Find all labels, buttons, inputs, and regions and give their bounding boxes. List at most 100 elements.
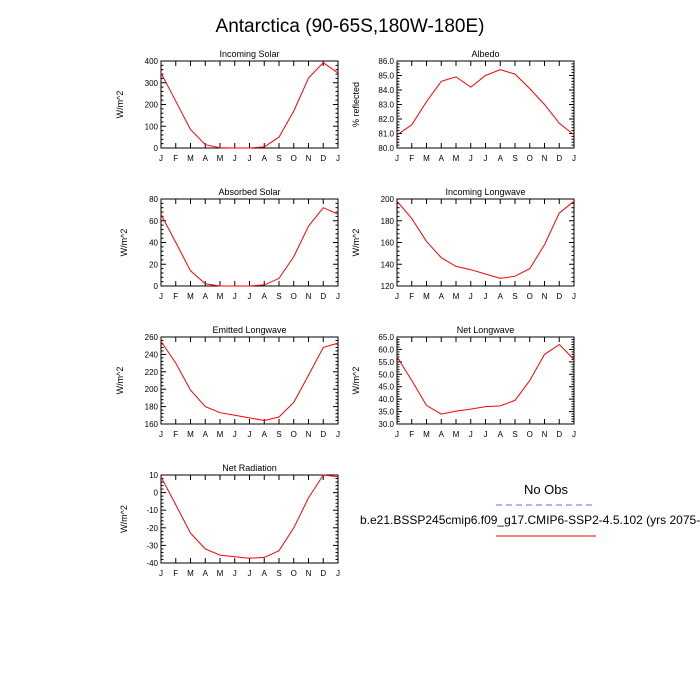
y-tick-label: 35.0 [378, 408, 394, 417]
x-tick-label: J [248, 292, 252, 301]
x-tick-label: A [498, 292, 504, 301]
plot-frame [396, 198, 575, 287]
y-axis-label: % reflected [351, 82, 361, 127]
x-tick-label: S [512, 430, 517, 439]
y-tick-label: 80.0 [378, 144, 394, 153]
x-tick-label: J [336, 292, 340, 301]
x-tick-label: J [336, 430, 340, 439]
series-line [160, 474, 339, 559]
x-tick-label: J [159, 154, 163, 163]
x-tick-label: A [262, 569, 268, 578]
x-tick-label: S [276, 569, 281, 578]
y-tick-label: 260 [145, 333, 159, 342]
x-tick-label: O [527, 292, 533, 301]
y-axis-label: W/m^2 [115, 367, 125, 395]
x-tick-label: F [173, 430, 178, 439]
series-line [396, 200, 575, 279]
x-tick-label: N [542, 430, 548, 439]
y-axis-label: W/m^2 [119, 229, 129, 257]
y-tick-label: 85.0 [378, 72, 394, 81]
x-tick-label: N [306, 292, 312, 301]
x-tick-label: M [217, 154, 224, 163]
x-tick-label: A [439, 430, 445, 439]
x-tick-label: M [187, 569, 194, 578]
x-tick-label: N [306, 154, 312, 163]
series-line [160, 62, 339, 149]
plot-frame [160, 198, 339, 287]
x-tick-label: A [262, 154, 268, 163]
y-tick-label: 160 [145, 420, 159, 429]
x-tick-label: J [395, 292, 399, 301]
x-tick-label: J [159, 569, 163, 578]
x-tick-label: O [527, 154, 533, 163]
y-tick-label: 200 [381, 195, 395, 204]
y-tick-label: 80 [149, 195, 158, 204]
x-tick-label: M [453, 154, 460, 163]
x-tick-label: A [203, 292, 209, 301]
x-tick-label: M [423, 430, 430, 439]
y-tick-label: 0 [154, 282, 159, 291]
x-tick-label: D [556, 154, 562, 163]
x-tick-label: O [291, 569, 297, 578]
x-tick-label: F [409, 154, 414, 163]
panel-5: Emitted Longwave W/m^2 160 180 200 220 240 260 J… [115, 325, 340, 439]
y-tick-label: -10 [146, 506, 158, 515]
x-tick-label: A [203, 154, 209, 163]
x-tick-label: N [306, 569, 312, 578]
plot-frame [160, 336, 339, 425]
x-tick-label: J [572, 154, 576, 163]
y-axis-label: W/m^2 [115, 91, 125, 119]
x-tick-label: F [173, 569, 178, 578]
x-tick-label: S [512, 154, 517, 163]
x-tick-label: J [233, 154, 237, 163]
x-tick-label: A [439, 154, 445, 163]
x-tick-label: M [187, 154, 194, 163]
y-tick-label: 100 [145, 122, 159, 131]
x-tick-label: D [320, 569, 326, 578]
y-tick-label: 40.0 [378, 395, 394, 404]
y-tick-label: 20 [149, 260, 158, 269]
y-tick-label: 50.0 [378, 370, 394, 379]
y-axis-label: W/m^2 [351, 229, 361, 257]
x-tick-label: S [512, 292, 517, 301]
plot-frame [160, 474, 339, 564]
y-tick-label: 180 [145, 403, 159, 412]
y-tick-label: 86.0 [378, 57, 394, 66]
y-tick-label: 60 [149, 217, 158, 226]
x-tick-label: D [320, 154, 326, 163]
x-tick-label: F [173, 154, 178, 163]
x-tick-label: A [439, 292, 445, 301]
x-tick-label: J [336, 154, 340, 163]
x-tick-label: J [395, 154, 399, 163]
x-tick-label: O [527, 430, 533, 439]
x-tick-label: S [276, 430, 281, 439]
x-tick-label: O [291, 154, 297, 163]
x-tick-label: A [262, 292, 268, 301]
x-tick-label: J [159, 430, 163, 439]
y-tick-label: 83.0 [378, 101, 394, 110]
x-tick-label: A [498, 430, 504, 439]
x-tick-label: J [469, 430, 473, 439]
x-tick-label: M [217, 569, 224, 578]
y-tick-label: 160 [381, 239, 395, 248]
x-tick-label: J [572, 430, 576, 439]
panel-title: Incoming Solar [219, 49, 279, 59]
y-tick-label: 400 [145, 57, 159, 66]
y-tick-label: 55.0 [378, 358, 394, 367]
x-tick-label: M [217, 292, 224, 301]
x-tick-label: F [173, 292, 178, 301]
x-tick-label: S [276, 154, 281, 163]
x-tick-label: F [409, 292, 414, 301]
x-tick-label: J [469, 154, 473, 163]
panel-title: Absorbed Solar [218, 187, 280, 197]
y-tick-label: 82.0 [378, 115, 394, 124]
x-tick-label: F [409, 430, 414, 439]
x-tick-label: D [556, 292, 562, 301]
x-tick-label: N [542, 292, 548, 301]
y-tick-label: 84.0 [378, 86, 394, 95]
y-tick-label: 0 [154, 489, 159, 498]
